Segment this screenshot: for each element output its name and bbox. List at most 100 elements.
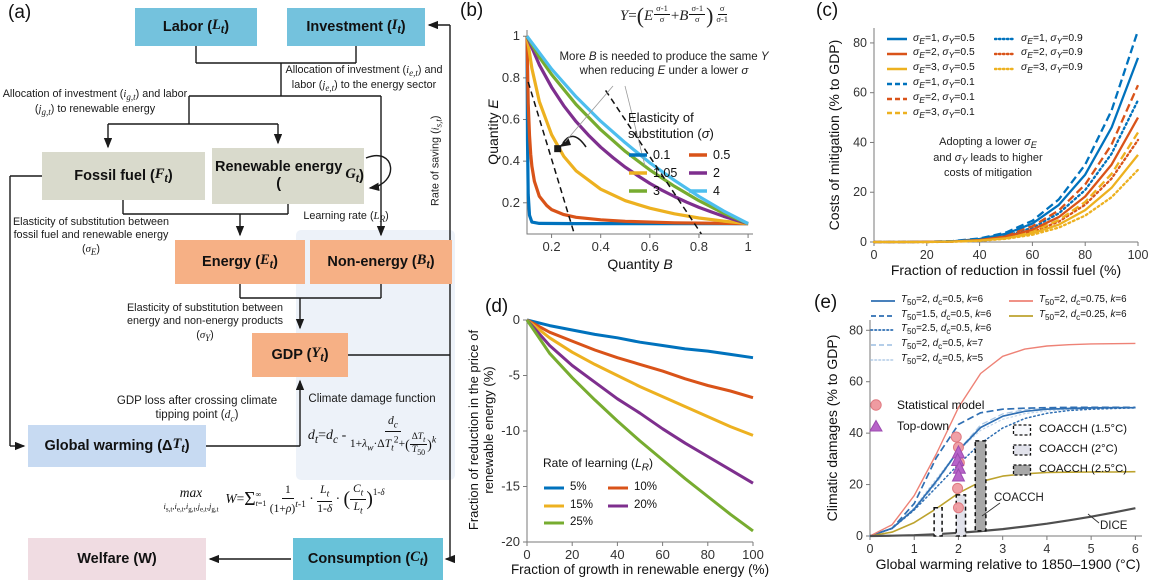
legend-columns: Statistical model Top-down — [866, 394, 1006, 436]
marker-triangle — [951, 467, 966, 482]
box-non-energy: Non-energy (Bt) — [310, 240, 452, 284]
legend-label: 2 — [713, 165, 720, 180]
legend-label: σE=3, σY=0.1 — [913, 106, 975, 120]
note-learning-rate: Learning rate (LR) — [303, 210, 389, 225]
legend-label: Top-down — [897, 418, 950, 433]
x-tick-label: 80 — [701, 547, 715, 562]
series-sE=1 sY=0.1 — [874, 30, 1140, 244]
x-tick-label: 0.6 — [641, 239, 659, 254]
annotation-coacch: COACCH — [994, 492, 1044, 504]
panel-b-ces-isoquants-chart: (b) 0.2 0.4 0.6 0.8 1 0.2 0.4 0.6 0.8 1 Quantity B… — [455, 0, 770, 292]
box-energy: Energy (Et) — [175, 240, 305, 284]
series-sigma 1.05 — [525, 35, 749, 226]
legend-label: COACCH (2°C) — [1039, 443, 1118, 456]
note-gdp-loss-tipping-point: GDP loss after crossing climate tipping … — [116, 395, 278, 425]
legend-label: σE=3, σY=0.5 — [913, 62, 975, 76]
box-fossil-fuel: Fossil fuel (Ft) — [42, 152, 205, 200]
x-tick-label: 60 — [655, 547, 669, 562]
marker-circle — [952, 482, 964, 494]
y-axis-label-b: Quantity E — [485, 99, 501, 165]
formula-welfare-maximization: max is,t,ie,t,ig,t,je,t,jg,t W=Σ ∞ t=1 1 (1+… — [163, 483, 385, 517]
legend-label: 5% — [570, 481, 587, 494]
x-tick-label: 0 — [523, 547, 530, 562]
legend-swatch — [608, 486, 628, 490]
legend-swatch — [1009, 314, 1033, 317]
legend-item: σE=3, σY=0.5 — [886, 62, 994, 77]
legend-label: T50=2, dc=0.75, k=6 — [1039, 294, 1127, 308]
x-tick-label: 0.4 — [592, 239, 610, 254]
legend-item: σE=1, σY=0.1 — [886, 76, 994, 91]
legend-swatch — [689, 171, 707, 175]
pointer-line — [981, 502, 1001, 517]
y-tick-label: 0.8 — [502, 70, 520, 85]
marker-square — [554, 145, 562, 153]
x-tick-label: 6 — [1132, 542, 1139, 556]
legend-label: σE=1, σY=0.1 — [913, 76, 975, 91]
legend-swatch — [689, 189, 707, 193]
legend-swatch — [887, 38, 907, 41]
legend-label: σE=3, σY=0.9 — [1021, 62, 1083, 76]
legend-b-0: Elasticity of substitution (σ) 0.1 1.05 3 0.5… — [628, 110, 753, 200]
legend-label: 3 — [653, 183, 660, 198]
annotation-dice: DICE — [1100, 520, 1128, 532]
y-tick-label: 0 — [513, 312, 520, 327]
y-tick-label: -5 — [508, 368, 520, 383]
series-sigma 3 — [525, 35, 749, 226]
legend-columns: T50=2, dc=0.5, k=6 T50=1.5, dc=0.5, k=6 T5… — [870, 294, 1146, 367]
legend-item: 0.5 — [688, 146, 748, 164]
legend-swatch — [870, 329, 896, 332]
y-axis-label-d: Fraction of reduction in the price of re… — [466, 329, 496, 531]
series-sigma 0.5 — [525, 36, 749, 226]
x-tick-label: 2 — [955, 542, 962, 556]
legend-label: T50=1.5, dc=0.5, k=6 — [901, 308, 992, 322]
legend-label: T50=2, dc=0.5, k=6 — [901, 294, 984, 308]
legend-item: Statistical model — [866, 394, 1006, 415]
legend-swatch — [869, 418, 883, 431]
legend-item: COACCH (2.5°C) — [1012, 460, 1152, 480]
legend-column: T50=2, dc=0.5, k=6 T50=1.5, dc=0.5, k=6 T5… — [870, 294, 1008, 367]
legend-swatch — [1009, 300, 1033, 303]
y-axis-label-c: Costs of mitigation (% to GDP) — [826, 39, 842, 231]
x-tick-label: 60 — [1025, 248, 1039, 262]
y-tick-label: 1 — [513, 28, 520, 43]
legend-label: COACCH (1.5°C) — [1039, 423, 1127, 436]
legend-label: COACCH (2.5°C) — [1039, 463, 1127, 476]
x-tick-label: 100 — [742, 547, 764, 562]
legend-swatch — [887, 82, 907, 85]
legend-label: 20% — [634, 498, 658, 511]
box-investment: Investment (It) — [287, 8, 425, 46]
series-sigma 4 — [525, 35, 749, 226]
legend-swatch — [1012, 464, 1032, 476]
series-LR 20% — [525, 319, 754, 485]
legend-item: 10% — [607, 479, 671, 497]
series-sigma 0.1 — [525, 36, 749, 226]
legend-label: σE=2, σY=0.1 — [913, 91, 975, 105]
y-tick-label: 40 — [849, 426, 863, 440]
legend-swatch — [994, 67, 1016, 71]
legend-item: 25% — [543, 514, 607, 532]
panel-d-learning-price-chart: (d) 0 20 40 60 80 100 0 -5 -10 -15 -20 Fraction of … — [455, 292, 770, 584]
note-climate-damage-title: Climate damage function — [308, 393, 436, 405]
range-bar-0 — [933, 506, 943, 537]
y-tick-label: 0 — [856, 529, 863, 543]
legend-columns: COACCH (1.5°C) COACCH (2°C) COACCH (2.5°C) — [1012, 420, 1152, 480]
chart-b: 0.2 0.4 0.6 0.8 1 0.2 0.4 0.6 0.8 1 — [502, 28, 753, 254]
legend-label: σE=1, σY=0.5 — [913, 32, 975, 46]
legend-swatch — [887, 52, 907, 56]
legend-column: T50=2, dc=0.75, k=6 T50=2, dc=0.25, k=6 — [1008, 294, 1146, 323]
legend-item: COACCH (2°C) — [1012, 440, 1152, 460]
legend-item: σE=3, σY=0.9 — [994, 62, 1102, 77]
legend-item: 15% — [543, 497, 607, 515]
y-tick-label: -10 — [501, 423, 520, 438]
x-tick-label: 1 — [744, 239, 751, 254]
formula-climate-damage: dt=dc - dc 1+λw·ΔTt2+(ΔTt T50)k — [307, 415, 437, 458]
legend-swatch — [870, 358, 896, 361]
x-tick-label: 40 — [610, 547, 624, 562]
y-tick-label: 0 — [860, 235, 867, 249]
legend-box-swatch — [1012, 424, 1032, 436]
legend-swatch — [689, 153, 707, 157]
legend-title: Rate of learning (LR) — [543, 456, 653, 474]
legend-swatch — [870, 398, 882, 411]
